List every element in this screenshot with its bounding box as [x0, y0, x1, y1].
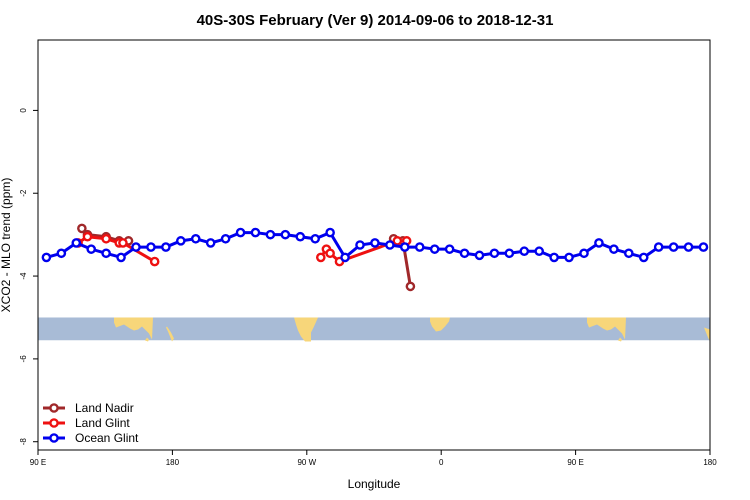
- series-land-nadir: [77, 223, 416, 292]
- data-point: [315, 252, 326, 263]
- data-point: [86, 244, 96, 254]
- data-point: [118, 238, 128, 248]
- data-point: [101, 233, 111, 244]
- x-tick-label: 180: [703, 458, 717, 467]
- data-point: [444, 244, 455, 254]
- series-layer: [41, 223, 709, 292]
- data-point: [474, 250, 485, 261]
- data-point: [280, 229, 291, 240]
- data-point: [370, 238, 380, 248]
- land-australia-1: [114, 317, 153, 340]
- data-point: [82, 231, 93, 242]
- data-point: [310, 233, 321, 244]
- data-point: [161, 242, 171, 252]
- data-point: [564, 252, 574, 263]
- data-point: [414, 242, 425, 252]
- data-point: [653, 242, 664, 252]
- data-point: [101, 248, 111, 259]
- legend-label: Land Nadir: [75, 401, 134, 415]
- legend-swatch-marker: [49, 418, 59, 428]
- x-axis: 90 E 180 90 W 0 90 E 180: [30, 450, 717, 467]
- data-point: [504, 248, 515, 259]
- data-point: [429, 244, 440, 254]
- data-point: [175, 236, 186, 246]
- x-tick-label: 90 E: [567, 458, 583, 467]
- legend-label: Land Glint: [75, 416, 130, 430]
- legend-item: Land Glint: [43, 416, 130, 430]
- x-tick-label: 0: [439, 458, 444, 467]
- legend-item: Land Nadir: [43, 401, 134, 415]
- y-axis: 0 -2 -4 -6 -8: [19, 108, 38, 446]
- y-tick-label: -8: [19, 438, 28, 446]
- data-point: [534, 246, 545, 257]
- land-south-america: [294, 317, 318, 342]
- data-point: [459, 248, 470, 259]
- y-tick-label: -4: [19, 272, 28, 280]
- legend-swatch-marker: [49, 403, 59, 413]
- legend-swatch-marker: [49, 433, 59, 443]
- x-axis-label: Longitude: [348, 477, 401, 491]
- data-point: [205, 238, 216, 248]
- data-point: [325, 227, 335, 238]
- land-tasmania-1: [145, 337, 149, 342]
- data-point: [56, 248, 67, 259]
- x-tick-label: 180: [166, 458, 180, 467]
- data-point: [609, 244, 619, 254]
- data-point: [265, 229, 276, 240]
- data-point: [41, 252, 52, 263]
- data-point: [624, 248, 634, 259]
- data-point: [405, 281, 416, 292]
- y-tick-label: 0: [19, 108, 28, 113]
- data-point: [385, 240, 395, 250]
- data-point: [77, 223, 87, 234]
- legend-label: Ocean Glint: [75, 431, 139, 445]
- plot-frame: [37, 39, 711, 451]
- data-point: [340, 252, 350, 263]
- data-point: [131, 242, 141, 252]
- data-point: [698, 242, 709, 252]
- x-tick-label: 90 W: [297, 458, 316, 467]
- data-point: [250, 227, 261, 238]
- land-australia-2: [587, 317, 626, 340]
- land-africa: [430, 317, 450, 332]
- data-point: [683, 242, 694, 252]
- data-point: [220, 233, 231, 244]
- land-new-zealand-1: [166, 326, 174, 342]
- y-tick-label: -6: [19, 355, 28, 363]
- x-tick-label: 90 E: [30, 458, 46, 467]
- data-point: [71, 238, 82, 248]
- data-point: [489, 248, 500, 259]
- legend-item: Ocean Glint: [43, 431, 139, 445]
- y-tick-label: -2: [19, 189, 28, 197]
- data-point: [190, 233, 201, 244]
- data-point: [149, 256, 160, 267]
- data-point: [594, 238, 604, 248]
- y-axis-label: XCO2 - MLO trend (ppm): [0, 178, 13, 313]
- data-point: [235, 227, 246, 238]
- land-new-zealand-2: [704, 327, 710, 342]
- data-point: [325, 248, 335, 259]
- data-point: [549, 252, 559, 263]
- data-point: [668, 242, 679, 252]
- data-point: [355, 240, 365, 250]
- series-ocean-glint: [41, 227, 709, 263]
- data-point: [116, 252, 126, 263]
- data-point: [392, 236, 403, 246]
- chart-title: 40S-30S February (Ver 9) 2014-09-06 to 2…: [197, 12, 554, 29]
- data-point: [638, 252, 649, 263]
- map-strip: [38, 317, 710, 342]
- land-tasmania-2: [618, 337, 622, 342]
- data-point: [146, 242, 156, 252]
- data-point: [399, 242, 410, 252]
- data-point: [295, 231, 306, 242]
- ocean-band: [38, 317, 710, 341]
- data-point: [519, 246, 530, 257]
- data-point: [579, 248, 589, 259]
